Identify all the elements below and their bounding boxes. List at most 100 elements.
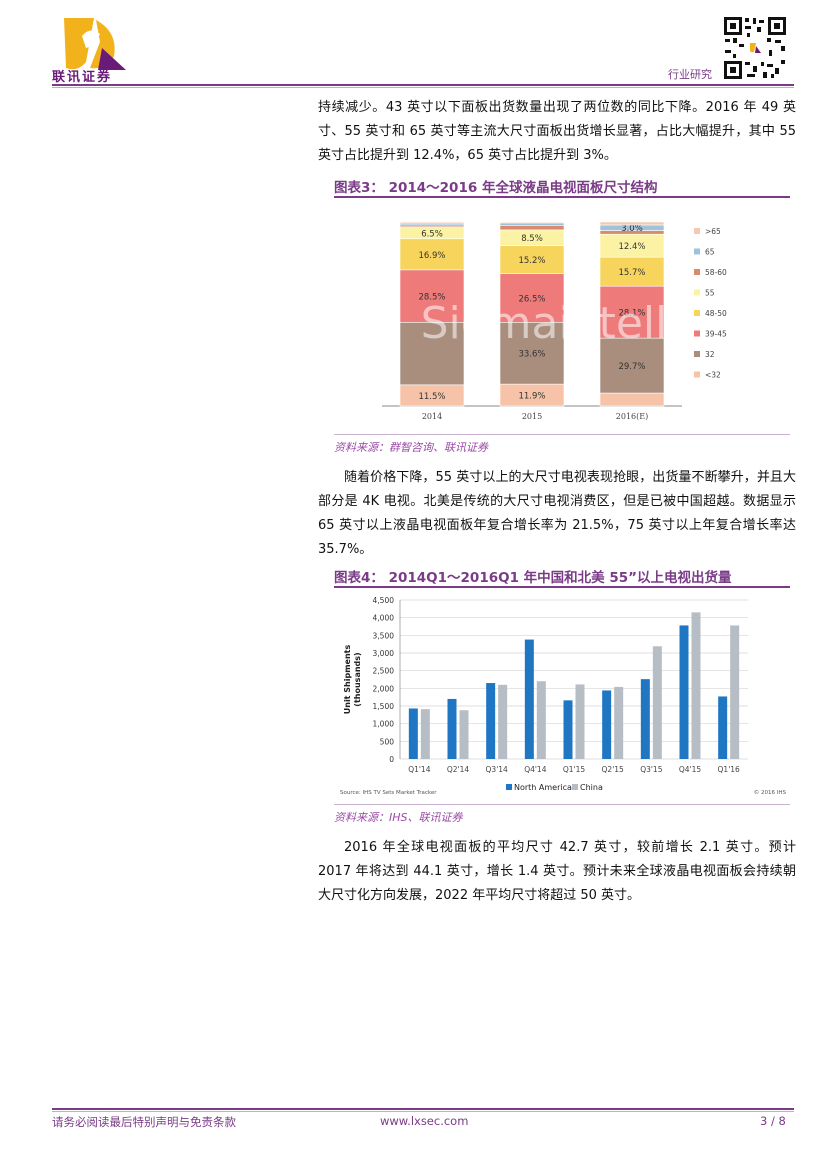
section-label: 行业研究 <box>668 68 712 81</box>
chart4-copyright: © 2016 IHS <box>754 789 787 796</box>
chart4-bar <box>679 625 689 759</box>
chart3-bar-segment <box>499 321 565 385</box>
chart4-x-tick-label: Q1'14 <box>408 765 431 774</box>
chart3-data-label: 28.5% <box>418 293 445 303</box>
qr-code-icon <box>723 16 787 80</box>
chart4-legend-label: North America <box>514 783 572 792</box>
chart3-data-label: 15.2% <box>518 256 545 266</box>
chart3-legend-label: >65 <box>705 227 721 236</box>
paragraph-2: 随着价格下降，55 英寸以上的大尺寸电视表现抢眼，出货量不断攀升，并且大部分是 … <box>318 470 796 557</box>
chart4-y-tick-label: 2,000 <box>373 684 395 693</box>
paragraph-1: 持续减少。43 英寸以下面板出货数量出现了两位数的同比下降。2016 年 49 … <box>318 100 796 163</box>
figure4-bar-chart: 0 500 1,000 1,500 2,000 2,500 3,000 3,500 4,000 4… <box>340 596 787 796</box>
chart4-y-tick-label: 4,000 <box>373 614 395 623</box>
chart4-y-tick-label: 2,500 <box>373 667 395 676</box>
footer-divider-thin <box>52 1111 794 1112</box>
chart4-x-tick-label: Q2'14 <box>447 765 470 774</box>
chart4-bar <box>730 625 740 759</box>
chart4-bar <box>575 684 585 759</box>
chart3-bar-segment <box>499 273 565 323</box>
chart3-legend-label: 32 <box>705 350 715 359</box>
chart4-x-tick-label: Q4'15 <box>679 765 702 774</box>
chart3-legend-label: 39-45 <box>705 330 727 339</box>
chart3-legend-swatch <box>694 351 700 357</box>
company-name: 联讯证券 <box>52 70 113 85</box>
chart3-legend-label: 55 <box>705 289 715 298</box>
chart4-x-tick-label: Q1'16 <box>718 765 741 774</box>
chart4-legend-label: China <box>580 783 603 792</box>
chart3-legend-label: 65 <box>705 248 715 257</box>
chart3-legend-swatch <box>694 248 700 255</box>
chart4-legend-swatch <box>506 784 512 790</box>
chart3-data-label: 8.5% <box>521 234 543 244</box>
chart4-y-tick-label: 500 <box>380 737 395 746</box>
chart3-x-tick-label: 2015 <box>522 412 542 421</box>
chart3-data-label: 12.4% <box>618 242 645 252</box>
chart3-data-label: 15.7% <box>618 268 645 278</box>
chart3-bar-segment <box>399 269 465 323</box>
chart4-bar <box>459 710 469 759</box>
chart3-legend-label: 58-60 <box>705 268 727 277</box>
chart3-data-label: 33.6% <box>518 350 545 360</box>
figure3-source-rule <box>334 434 790 435</box>
chart3-data-label: 11.9% <box>518 392 545 402</box>
chart3-data-label: 11.5% <box>418 392 445 402</box>
chart3-bar-segment <box>399 238 465 271</box>
chart4-y-tick-label: 3,000 <box>373 649 395 658</box>
header-divider <box>52 84 794 86</box>
chart4-bar <box>408 708 418 759</box>
chart3-watermark: Sigmaintell <box>421 298 668 349</box>
footer-website-link[interactable]: www.lxsec.com <box>380 1114 469 1128</box>
chart3-data-label: 3.0% <box>621 224 643 234</box>
chart4-y-tick-label: 4,500 <box>373 596 395 605</box>
chart3-legend-label: 48-50 <box>705 309 727 318</box>
footer-divider <box>52 1108 794 1110</box>
chart4-y-tick-label: 1,000 <box>373 720 395 729</box>
chart3-bar-segment <box>599 337 665 394</box>
chart4-bar <box>652 646 662 759</box>
chart4-bar <box>498 684 508 759</box>
figure3-caption-rule <box>334 196 790 198</box>
chart4-y-tick-label: 3,500 <box>373 631 395 640</box>
chart4-y-axis-label: Unit Shipments(thousands) <box>343 645 362 715</box>
chart4-source-note: Source: IHS TV Sets Market Tracker <box>340 790 437 796</box>
chart4-x-tick-label: Q4'14 <box>524 765 547 774</box>
chart4-bar <box>486 683 496 759</box>
figure4-source-rule <box>334 804 790 805</box>
chart3-legend-label: <32 <box>705 371 721 380</box>
paragraph-3: 2016 年全球电视面板的平均尺寸 42.7 英寸，较前增长 2.1 英寸。预计… <box>318 840 796 903</box>
chart3-legend-swatch <box>694 371 700 378</box>
chart3-bar-segment <box>499 225 565 231</box>
chart3-bar-segment <box>399 321 465 386</box>
chart3-data-label: 29.7% <box>618 362 645 372</box>
chart4-x-tick-label: Q3'15 <box>640 765 663 774</box>
chart3-legend-swatch <box>694 269 700 275</box>
chart3-bar-segment <box>599 256 665 287</box>
chart4-bar <box>420 709 430 759</box>
figure3-stacked-bar-chart: 11.5% 28.5% 16.9% 6.5% 2014 11.9% 33.6% 26.5% 15… <box>382 221 727 421</box>
chart3-legend-swatch <box>694 228 700 234</box>
figure3-caption: 图表3： 2014～2016 年全球液晶电视面板尺寸结构 <box>334 180 658 196</box>
chart4-bar <box>536 681 546 759</box>
header-divider-thin <box>52 87 794 88</box>
figure4-source: 资料来源：IHS、联讯证券 <box>334 811 463 824</box>
chart4-bar <box>563 700 573 759</box>
chart3-data-label: 6.5% <box>421 229 443 239</box>
company-logo <box>64 18 126 70</box>
chart4-y-tick-label: 0 <box>389 755 394 764</box>
figure4-caption: 图表4： 2014Q1～2016Q1 年中国和北美 55”以上电视出货量 <box>334 570 732 586</box>
chart4-legend-swatch <box>572 784 578 790</box>
chart4-x-tick-label: Q3'14 <box>486 765 509 774</box>
chart4-x-tick-label: Q1'15 <box>563 765 586 774</box>
chart4-bar <box>614 686 624 759</box>
chart3-legend-swatch <box>694 330 700 337</box>
chart3-data-label: 28.1% <box>618 309 645 319</box>
chart3-bar-segment <box>499 245 565 274</box>
chart4-bar <box>447 698 457 759</box>
chart3-bar-segment <box>499 221 565 224</box>
figure4-caption-rule <box>334 586 790 588</box>
chart3-data-label: 16.9% <box>418 251 445 261</box>
chart3-legend-swatch <box>694 289 700 296</box>
chart4-y-tick-label: 1,500 <box>373 702 395 711</box>
chart3-bar-segment <box>499 222 565 226</box>
